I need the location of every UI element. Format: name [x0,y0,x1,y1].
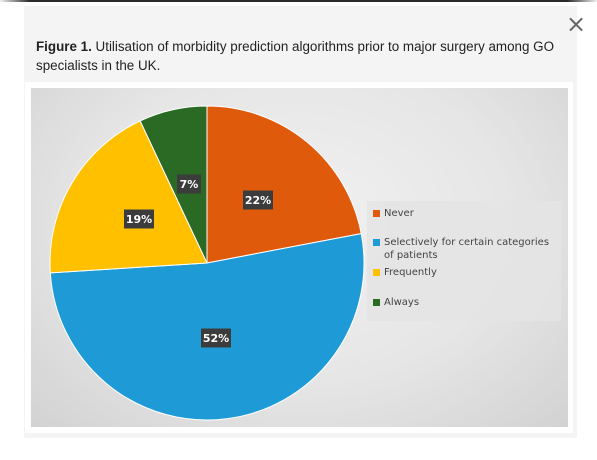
legend-label: Selectively for certain categories of pa… [384,237,550,261]
legend-label: Always [384,297,420,308]
pie-slice-selectively [49,232,365,421]
chart-legend: Never Selectively for certain categories … [367,201,561,321]
legend-swatch [373,239,380,246]
figure-label: Figure 1. [36,39,92,54]
legend-swatch [373,299,380,306]
chart-frame: 22% 52% 19% 7% Never Selectively for certain… [25,82,573,433]
figure-caption: Figure 1. Utilisation of morbidity predi… [36,37,564,75]
pie-slice-frequently [49,120,208,274]
pie-chart: 22% 52% 19% 7% [49,105,365,421]
data-label: 7% [180,178,199,191]
data-label-box [177,174,201,194]
legend-swatch [373,210,380,217]
legend-label: Never [384,208,414,219]
top-strip [0,0,597,2]
data-label: 22% [245,194,271,207]
figure-caption-text: Utilisation of morbidity prediction algo… [36,39,554,73]
close-icon[interactable]: × [565,10,587,38]
pie-slice-always [139,105,208,264]
data-label-box [243,190,273,210]
chart-area: 22% 52% 19% 7% Never Selectively for certain… [31,88,568,427]
legend-label: Frequently [384,267,437,278]
data-label: 19% [126,213,152,226]
legend-swatch [373,269,380,276]
data-label: 52% [203,332,229,345]
data-label-box [201,328,231,348]
pie-slice-never [206,105,362,264]
data-label-box [124,209,154,229]
